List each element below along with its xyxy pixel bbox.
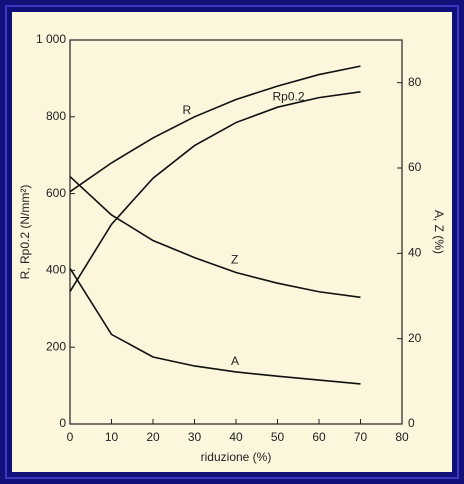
y2-tick-label: 40: [408, 246, 422, 260]
x-tick-label: 60: [312, 430, 326, 444]
y-tick-label: 800: [46, 109, 66, 123]
series-line: [69, 65, 361, 193]
y-axis-label: R, Rp0.2 (N/mm²): [18, 185, 32, 280]
x-tick-label: 40: [229, 430, 243, 444]
series-label: R: [183, 103, 192, 117]
series-label: Z: [231, 253, 238, 267]
y-tick-label: 200: [46, 339, 66, 353]
y-tick-label: 0: [59, 416, 66, 430]
x-tick-label: 10: [105, 430, 119, 444]
y-tick-label: 1 000: [36, 32, 66, 46]
y-tick-label: 400: [46, 263, 66, 277]
x-tick-label: 20: [146, 430, 160, 444]
series-line: [69, 175, 361, 299]
y2-tick-label: 20: [408, 331, 422, 345]
y2-tick-label: 0: [408, 416, 415, 430]
series-line: [69, 267, 361, 385]
y2-tick-label: 60: [408, 160, 422, 174]
x-tick-label: 70: [354, 430, 368, 444]
plot-background: [12, 12, 452, 472]
x-tick-label: 80: [395, 430, 409, 444]
y-tick-label: 600: [46, 186, 66, 200]
x-tick-label: 50: [271, 430, 285, 444]
series-label: Rp0.2: [273, 89, 305, 103]
x-tick-label: 0: [67, 430, 74, 444]
x-axis-label: riduzione (%): [201, 450, 272, 464]
series-line: [69, 91, 361, 292]
frame-border: [5, 5, 459, 479]
series-label: A: [231, 354, 239, 368]
y2-tick-label: 80: [408, 75, 422, 89]
y2-axis-label: A, Z (%): [432, 210, 446, 254]
x-tick-label: 30: [188, 430, 202, 444]
